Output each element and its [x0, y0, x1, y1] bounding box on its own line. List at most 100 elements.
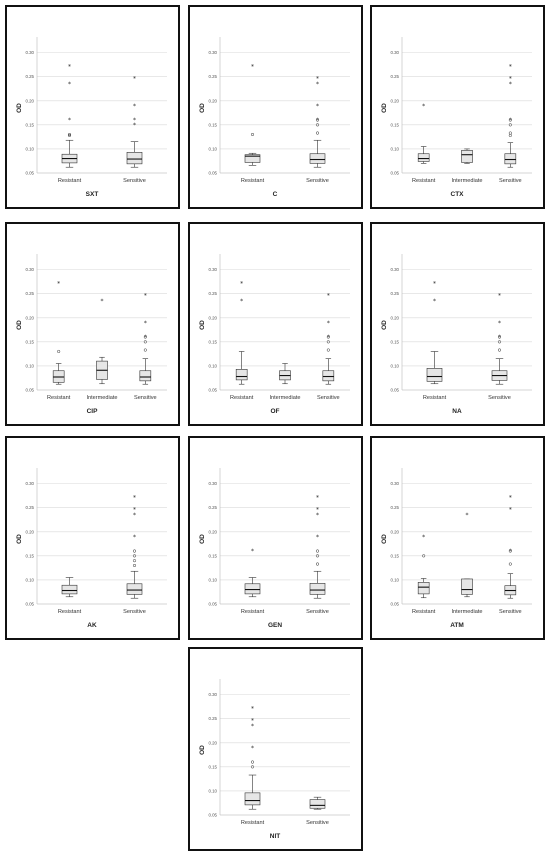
outlier-point [132, 559, 137, 563]
chart-panel-of: 0.05 0.10 0.15 0.20 0.25 0.30 OD OF Resistant * * I… [188, 222, 363, 426]
extreme-point: * [422, 103, 425, 110]
outlier-point [143, 340, 147, 344]
box [244, 792, 261, 806]
extreme-point: * [433, 298, 436, 305]
extreme-point: * [68, 117, 71, 124]
outlier-point [508, 549, 512, 553]
x-axis-title: ATM [450, 622, 464, 629]
box [61, 584, 78, 595]
outlier-point [315, 554, 320, 558]
box [139, 370, 152, 382]
y-tick-label: 0.05 [208, 602, 217, 607]
extreme-point: * [316, 512, 319, 519]
y-tick-label: 0.30 [208, 50, 217, 55]
y-axis-title: OD [199, 320, 206, 330]
y-tick-label: 0.15 [390, 553, 399, 558]
y-tick-label: 0.25 [208, 291, 217, 296]
outlier-point [67, 132, 72, 137]
category-label: Resistant [241, 609, 265, 615]
y-tick-label: 0.10 [25, 363, 34, 368]
y-tick-label: 0.05 [208, 388, 217, 393]
y-axis-title: OD [199, 534, 206, 544]
box [417, 153, 430, 162]
boxplot-chart-atm: 0.05 0.10 0.15 0.20 0.25 0.30 OD ATM Resistant * I… [381, 468, 532, 629]
y-tick-label: 0.30 [208, 481, 217, 486]
category-label: Resistant [47, 395, 71, 401]
box [244, 154, 261, 163]
y-tick-label: 0.15 [208, 339, 217, 344]
extreme-point: * [316, 494, 319, 501]
category-label: Sensitive [123, 178, 146, 184]
outlier-point [250, 760, 255, 764]
y-axis-title: OD [381, 534, 388, 544]
outlier-point [67, 133, 72, 137]
category-label: Resistant [423, 395, 447, 401]
chart-panel-ak: 0.05 0.10 0.15 0.20 0.25 0.30 OD AK Resistant Sen… [5, 436, 180, 640]
extreme-point: * [133, 512, 136, 519]
category-label: Resistant [58, 609, 82, 615]
box [309, 153, 326, 164]
y-tick-label: 0.25 [25, 74, 34, 79]
y-tick-label: 0.30 [25, 481, 34, 486]
y-tick-label: 0.15 [25, 553, 34, 558]
outlier-point [250, 132, 255, 137]
outlier-point [143, 335, 147, 339]
x-axis-title: NA [452, 408, 462, 415]
chart-panel-c: 0.05 0.10 0.15 0.20 0.25 0.30 OD C Resistant * Sen… [188, 5, 363, 209]
y-tick-label: 0.15 [208, 764, 217, 769]
y-axis-title: OD [16, 103, 23, 113]
y-tick-label: 0.10 [390, 146, 399, 151]
extreme-point: * [101, 298, 104, 305]
y-tick-label: 0.10 [25, 146, 34, 151]
x-axis-title: GEN [268, 622, 282, 629]
y-tick-label: 0.15 [208, 553, 217, 558]
y-tick-label: 0.30 [25, 50, 34, 55]
outlier-point [57, 349, 61, 354]
y-tick-label: 0.15 [390, 122, 399, 127]
boxplot-chart-ak: 0.05 0.10 0.15 0.20 0.25 0.30 OD AK Resistant Sen… [16, 468, 167, 629]
extreme-point: * [509, 63, 512, 70]
extreme-point: * [251, 723, 254, 730]
outlier-point [508, 123, 512, 127]
extreme-point: * [316, 103, 319, 110]
y-tick-label: 0.15 [390, 339, 399, 344]
outlier-point [132, 554, 137, 558]
category-label: Intermediate [269, 395, 300, 401]
extreme-point: * [57, 280, 60, 287]
extreme-point: * [251, 705, 254, 712]
y-tick-label: 0.05 [390, 388, 399, 393]
y-tick-label: 0.30 [208, 692, 217, 697]
x-axis-title: SXT [86, 191, 99, 198]
outlier-point [497, 348, 502, 352]
chart-panel-ctx: 0.05 0.10 0.15 0.20 0.25 0.30 OD CTX Resistant * I… [370, 5, 545, 209]
y-tick-label: 0.05 [25, 388, 34, 393]
category-label: Sensitive [306, 609, 329, 615]
y-axis-title: OD [16, 320, 23, 330]
extreme-point: * [68, 63, 71, 70]
extreme-point: * [422, 534, 425, 541]
outlier-point [497, 335, 502, 339]
boxplot-chart-c: 0.05 0.10 0.15 0.20 0.25 0.30 OD C Resistant * Sen… [199, 37, 350, 198]
boxplot-chart-gen: 0.05 0.10 0.15 0.20 0.25 0.30 OD GEN Resistant * S… [199, 468, 350, 629]
category-label: Sensitive [499, 178, 522, 184]
extreme-point: * [240, 280, 243, 287]
extreme-point: * [327, 334, 330, 341]
y-tick-label: 0.30 [390, 267, 399, 272]
y-tick-label: 0.10 [208, 577, 217, 582]
extreme-point: * [133, 506, 136, 513]
box [126, 151, 143, 165]
boxplot-chart-cip: 0.05 0.10 0.15 0.20 0.25 0.30 OD CIP Resistant * I… [16, 254, 167, 415]
y-tick-label: 0.20 [25, 529, 34, 534]
extreme-point: * [509, 548, 512, 555]
box [461, 150, 473, 163]
y-tick-label: 0.10 [208, 363, 217, 368]
y-tick-label: 0.25 [390, 505, 399, 510]
y-tick-label: 0.10 [208, 788, 217, 793]
y-tick-label: 0.05 [208, 171, 217, 176]
outlier-point [508, 118, 512, 122]
extreme-point: * [316, 506, 319, 513]
box [235, 368, 248, 381]
chart-panel-cip: 0.05 0.10 0.15 0.20 0.25 0.30 OD CIP Resistant * I… [5, 222, 180, 426]
box [426, 368, 443, 382]
outlier-point [497, 340, 502, 344]
